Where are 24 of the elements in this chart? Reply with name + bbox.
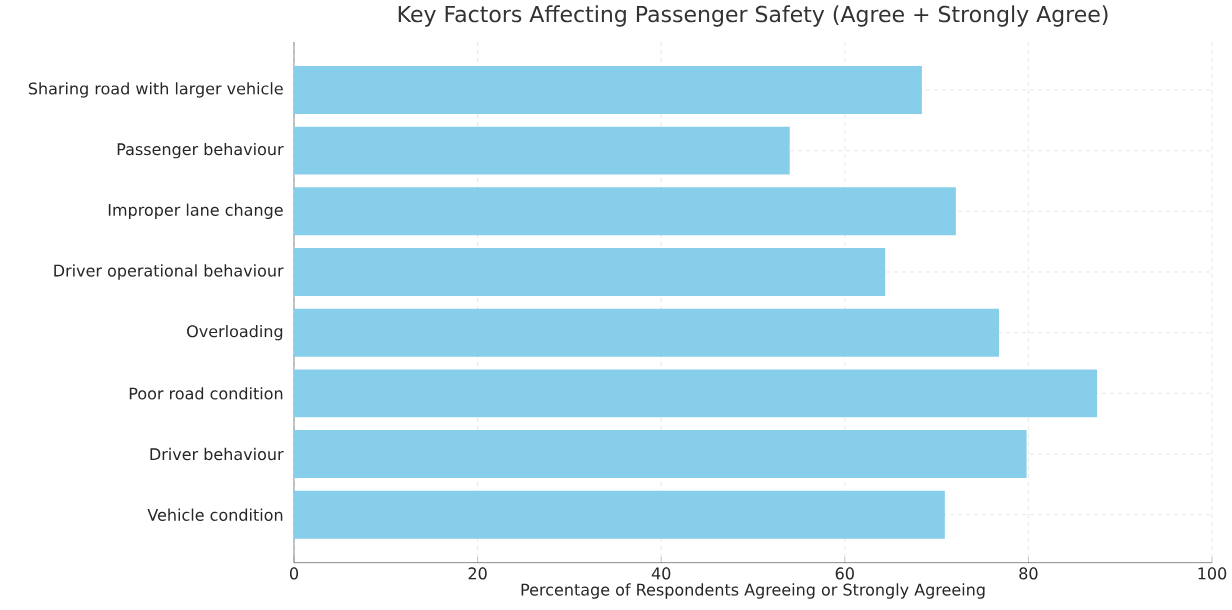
y-tick-label: Improper lane change <box>108 203 283 220</box>
bar <box>294 187 956 236</box>
y-tick-label: Passenger behaviour <box>117 142 284 159</box>
bar <box>294 65 922 114</box>
y-tick-label: Overloading <box>187 324 283 341</box>
x-tick-label: 20 <box>468 567 487 580</box>
bar <box>294 369 1098 418</box>
y-tick-label: Vehicle condition <box>147 508 283 521</box>
bar <box>294 430 1027 479</box>
x-tick-label: 40 <box>651 567 671 580</box>
chart-title: Key Factors Affecting Passenger Safety (Agree + Strongly Agree) <box>398 5 1108 27</box>
x-tick-label: 100 <box>1198 567 1227 580</box>
bar <box>294 126 790 175</box>
x-axis-title: Percentage of Respondents Agreeing or Strongly Agreeing <box>521 583 985 599</box>
bar <box>294 308 1000 357</box>
x-tick-label: 80 <box>1019 567 1038 580</box>
x-tick-label: 0 <box>289 567 299 580</box>
x-tick-label: 60 <box>835 567 854 580</box>
y-tick-label: Sharing road with larger vehicle <box>28 82 283 98</box>
bar <box>294 248 886 296</box>
y-tick-label: Driver behaviour <box>150 447 284 461</box>
y-tick-label: Poor road condition <box>129 387 283 400</box>
bar <box>294 490 945 539</box>
y-tick-label: Driver operational behaviour <box>54 264 284 280</box>
